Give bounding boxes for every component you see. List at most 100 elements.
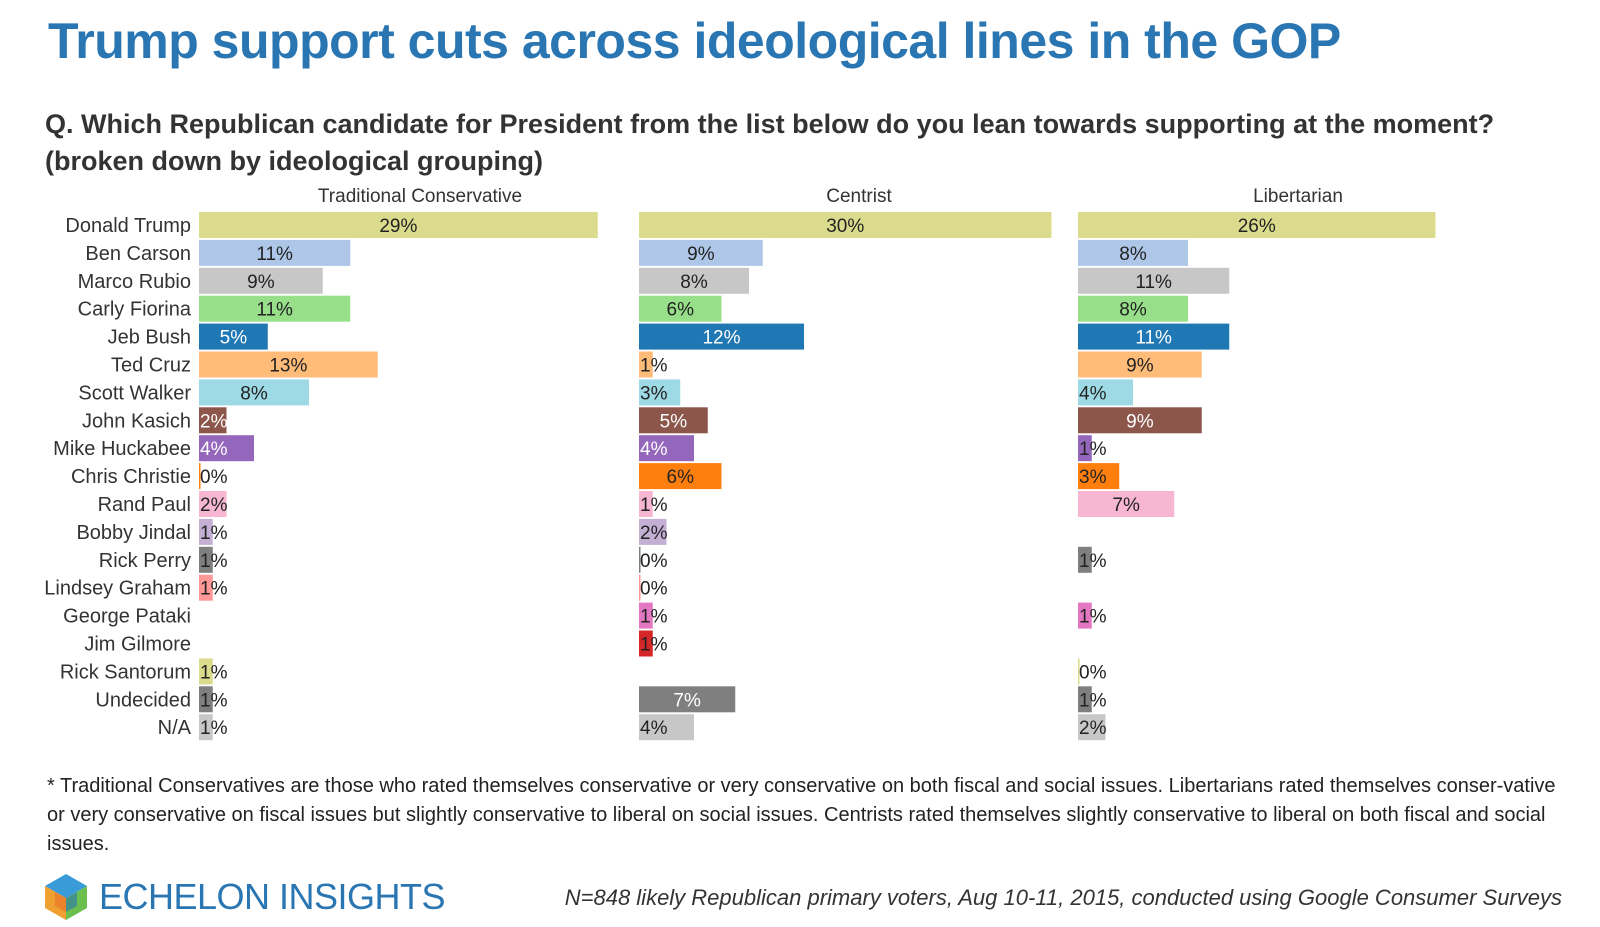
data-label: 1% [1079,690,1107,711]
data-label: 4% [640,718,668,739]
bar [1078,239,1188,266]
data-label: 8% [1119,300,1147,321]
bar [199,463,201,490]
category-label: Lindsey Graham [44,578,191,600]
data-label: 3% [1079,467,1107,488]
bar [1078,323,1230,350]
category-label: Rand Paul [98,494,191,516]
data-label: 3% [640,383,668,404]
bar [639,239,763,266]
data-label: 8% [680,272,708,293]
category-label: Scott Walker [78,382,191,404]
data-label: 9% [687,244,715,265]
category-label: Jeb Bush [108,327,191,349]
bar [199,351,378,378]
category-label: Rick Santorum [60,661,191,683]
data-label: 9% [247,272,275,293]
data-label: 0% [640,551,668,572]
footnote: * Traditional Conservatives are those wh… [47,775,1556,855]
bar [639,546,641,573]
bar [639,630,653,657]
bar [199,295,351,322]
bar [639,602,653,629]
data-label: 13% [269,356,307,377]
data-label: 6% [667,467,695,488]
bar [639,407,708,434]
panel-title: Libertarian [1253,186,1343,207]
data-label: 5% [660,411,688,432]
bar [199,267,323,294]
data-label: 26% [1238,216,1276,237]
bar [639,491,653,517]
data-label: 0% [200,467,228,488]
category-label: John Kasich [82,410,191,432]
cube-logo-icon [45,874,87,920]
bar [639,463,722,490]
bar [199,491,227,517]
bar [639,379,681,406]
bar [639,435,694,462]
data-label: 8% [1119,244,1147,265]
data-label: 1% [1079,439,1107,460]
category-label: Ted Cruz [111,355,191,377]
bar [1078,463,1120,490]
category-label: Ben Carson [85,243,191,265]
data-label: 2% [640,523,668,544]
bar [1078,546,1092,573]
data-label: 11% [256,300,293,321]
data-label: 12% [702,328,740,349]
survey-question: Q. Which Republican candidate for Presid… [45,109,1495,176]
data-label: 1% [200,523,228,544]
data-label: 11% [1135,272,1172,293]
bar [639,323,804,350]
data-label: 9% [1126,411,1154,432]
data-label: 6% [667,300,695,321]
panel-title: Centrist [826,186,892,207]
data-label: 1% [640,495,668,516]
bar [199,686,213,713]
data-label: 4% [1079,383,1107,404]
category-label: George Pataki [63,606,191,628]
bar [1078,491,1175,517]
data-label: 1% [200,551,228,572]
bar [639,714,694,741]
bar [1078,686,1092,713]
bar [1078,267,1230,294]
data-label: 2% [1079,718,1107,739]
category-label: Marco Rubio [78,271,191,293]
category-label: Rick Perry [99,550,191,572]
bar [639,351,653,378]
bar [199,212,598,238]
bar [639,267,749,294]
category-label: Donald Trump [65,215,191,237]
category-label: Chris Christie [71,466,191,488]
data-label: 4% [640,439,668,460]
category-label: Carly Fiorina [78,299,192,321]
bar [639,574,641,601]
data-label: 7% [673,690,701,711]
source-note: N=848 likely Republican primary voters, … [564,885,1562,910]
data-label: 1% [640,607,668,628]
data-label: 1% [1079,607,1107,628]
bar [199,574,213,601]
bar [639,686,736,713]
data-label: 1% [200,718,228,739]
data-label: 5% [220,328,248,349]
data-label: 0% [640,579,668,600]
category-label: Bobby Jindal [76,522,191,544]
data-label: 30% [826,216,864,237]
bar [199,407,227,434]
data-label: 2% [200,495,228,516]
bar [1078,435,1092,462]
bar [639,518,667,545]
bar [199,546,213,573]
category-label: Mike Huckabee [53,438,191,460]
bar [199,323,268,350]
logo-text: ECHELON INSIGHTS [99,876,446,917]
data-label: 11% [1135,328,1172,349]
data-label: 2% [200,411,228,432]
bar [639,295,722,322]
bar [199,379,309,406]
bar [1078,379,1133,406]
category-label: Jim Gilmore [84,634,191,656]
